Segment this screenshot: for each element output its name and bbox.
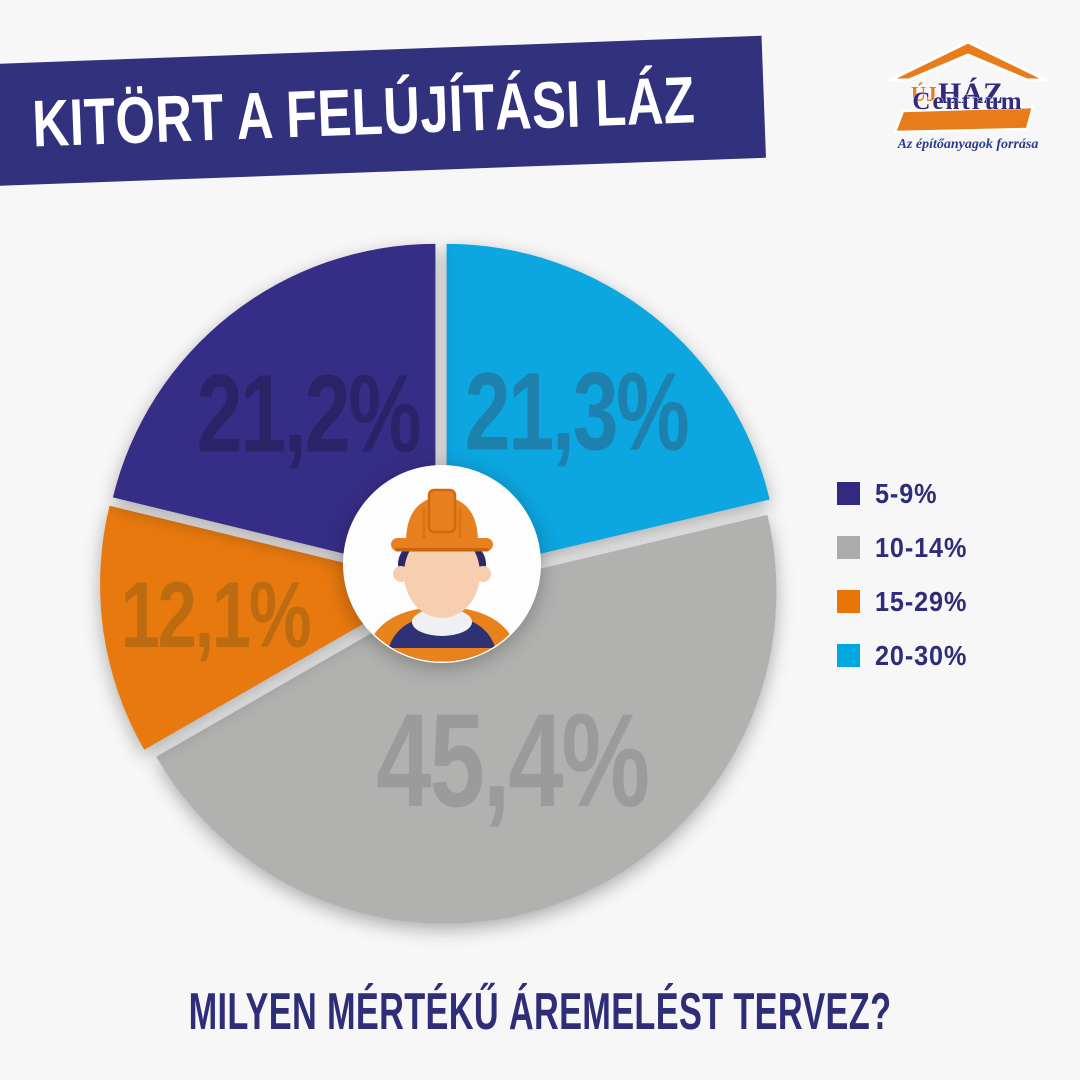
hardhat-brim xyxy=(391,538,493,551)
chart-legend: 5-9% 10-14% 15-29% 20-30% xyxy=(837,478,978,671)
legend-swatch-icon xyxy=(837,536,860,559)
legend-swatch-icon xyxy=(837,590,860,613)
pie-slice-5-9% xyxy=(112,243,436,576)
worker-ear-left xyxy=(393,566,409,582)
legend-label: 10-14% xyxy=(875,531,968,563)
logo-haz-text: HÁZ xyxy=(938,77,1003,110)
logo-tagline: Az építőanyagok forrása xyxy=(897,137,1039,152)
hardhat-brim-shadow xyxy=(395,548,489,552)
legend-swatch-icon xyxy=(837,482,860,505)
hardhat-panel xyxy=(427,488,457,534)
legend-label: 15-29% xyxy=(875,585,968,617)
pie-slice-10-14% xyxy=(156,514,777,924)
legend-item-20-30%: 20-30% xyxy=(837,640,978,671)
hardhat-creases xyxy=(422,508,462,540)
legend-label: 20-30% xyxy=(875,639,968,671)
pie-slice-20-30% xyxy=(446,243,770,576)
worker-ear-right xyxy=(475,566,491,582)
worker-face xyxy=(404,530,480,618)
legend-item-5-9%: 5-9% xyxy=(837,478,978,509)
chart-question: MILYEN MÉRTÉKŰ ÁREMELÉST TERVEZ? xyxy=(188,983,892,1041)
logo-roof-icon xyxy=(888,40,1048,82)
logo-centrum-text: Centrum xyxy=(912,88,1023,115)
worker-vest-band xyxy=(370,648,514,662)
logo-uj-text: ÚJ xyxy=(911,82,937,106)
ujhaz-centrum-logo: ÚJ HÁZ Centrum Az építőanyagok forrása xyxy=(888,40,1048,152)
legend-item-15-29%: 15-29% xyxy=(837,586,978,617)
legend-item-10-14%: 10-14% xyxy=(837,532,978,563)
legend-swatch-icon xyxy=(837,644,860,667)
worker-collar xyxy=(412,608,472,636)
logo-bar-icon xyxy=(893,105,1035,134)
construction-worker-icon xyxy=(343,465,541,663)
legend-label: 5-9% xyxy=(875,477,938,509)
